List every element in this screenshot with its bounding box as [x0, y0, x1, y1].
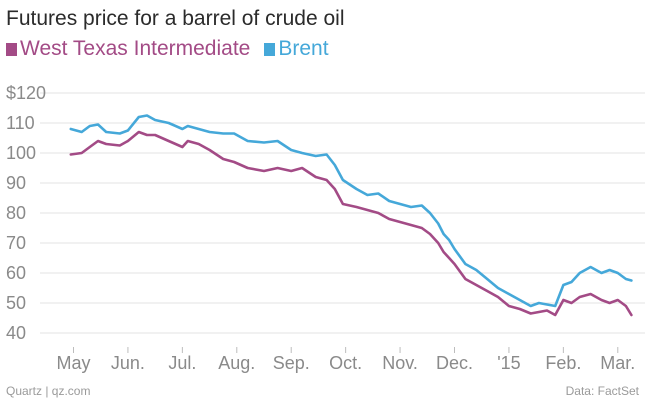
legend: West Texas Intermediate Brent [6, 37, 343, 61]
data-source: Data: FactSet [565, 384, 639, 398]
legend-item-brent: Brent [264, 37, 329, 61]
legend-swatch-brent [264, 42, 276, 56]
series-line-wti [69, 130, 633, 317]
series-line-brent [69, 114, 633, 308]
x-tick-label: Dec. [436, 353, 473, 373]
y-tick-label: 110 [6, 113, 35, 133]
y-tick-label: 100 [6, 143, 36, 163]
chart-title: Futures price for a barrel of crude oil [6, 7, 345, 30]
y-tick-label: 60 [6, 263, 26, 283]
y-tick-label: 40 [6, 323, 26, 343]
y-tick-label: 80 [6, 203, 26, 223]
legend-label-wti: West Texas Intermediate [20, 37, 251, 60]
x-tick-label: Oct. [329, 353, 362, 373]
x-tick-label: '15 [497, 353, 520, 373]
source-credit: Quartz | qz.com [6, 384, 91, 398]
x-tick-label: Nov. [382, 353, 418, 373]
y-tick-label: 50 [6, 293, 26, 313]
x-tick-label: May [56, 353, 90, 373]
x-tick-label: Jun. [111, 353, 145, 373]
legend-swatch-wti [6, 42, 17, 56]
x-tick-label: Aug. [218, 353, 255, 373]
x-tick-label: Sep. [273, 353, 310, 373]
legend-item-wti: West Texas Intermediate [6, 37, 250, 61]
x-tick-label: Mar. [600, 353, 635, 373]
x-tick-label: Feb. [545, 353, 581, 373]
y-tick-label: 90 [6, 173, 26, 193]
x-tick-label: Jul. [168, 353, 196, 373]
y-tick-label: 70 [6, 233, 26, 253]
legend-label-brent: Brent [278, 37, 329, 60]
y-tick-label: $120 [6, 83, 46, 103]
